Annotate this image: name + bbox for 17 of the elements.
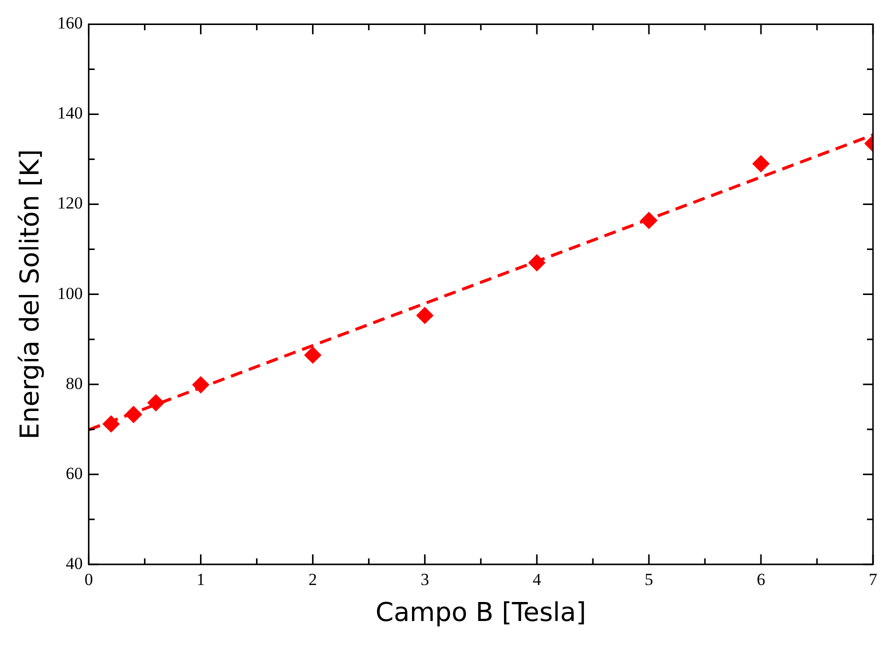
y-tick-label: 80 <box>66 374 83 393</box>
x-tick-label: 4 <box>532 570 542 590</box>
x-tick-label: 5 <box>644 570 654 590</box>
y-tick-label: 120 <box>57 194 83 213</box>
x-tick-label: 1 <box>196 570 205 590</box>
y-tick-label: 100 <box>57 284 83 303</box>
y-axis-title: Energía del Solitón [K] <box>15 149 46 440</box>
x-axis-title: Campo B [Tesla] <box>376 598 586 628</box>
y-tick-label: 40 <box>66 554 83 573</box>
x-tick-label: 7 <box>868 570 878 590</box>
x-tick-label: 3 <box>420 570 430 590</box>
y-tick-label: 140 <box>57 104 83 123</box>
x-tick-label: 6 <box>756 570 766 590</box>
x-tick-label: 2 <box>308 570 318 590</box>
y-tick-label: 160 <box>57 14 83 33</box>
y-tick-label: 60 <box>66 464 83 483</box>
x-tick-label: 0 <box>84 570 93 590</box>
